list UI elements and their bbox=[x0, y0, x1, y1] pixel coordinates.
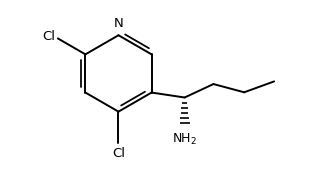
Text: NH$_2$: NH$_2$ bbox=[172, 132, 197, 147]
Text: N: N bbox=[113, 17, 123, 30]
Text: Cl: Cl bbox=[112, 147, 125, 160]
Text: Cl: Cl bbox=[42, 30, 55, 43]
